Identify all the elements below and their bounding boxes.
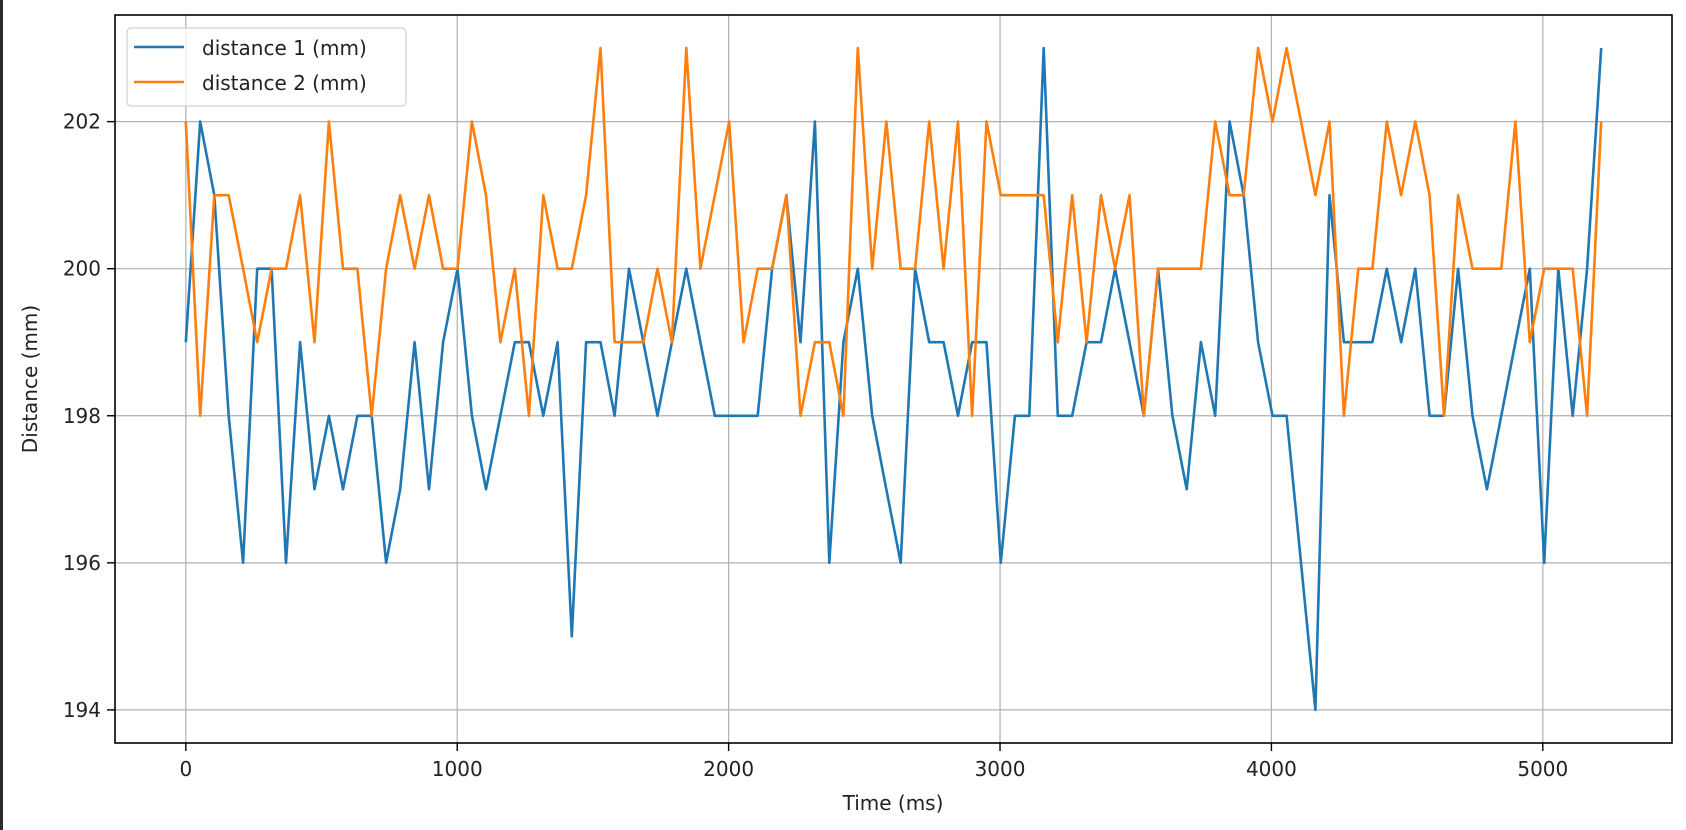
- y-tick-label: 194: [63, 698, 101, 722]
- y-tick-label: 196: [63, 551, 101, 575]
- y-tick-label: 200: [63, 257, 101, 281]
- y-axis-label: Distance (mm): [18, 305, 42, 453]
- x-tick-label: 4000: [1246, 757, 1297, 781]
- legend-label-distance-1: distance 1 (mm): [202, 36, 367, 60]
- x-tick-label: 0: [179, 757, 192, 781]
- window-edge: [0, 0, 3, 830]
- axis-ticks: 0 1000 2000 3000 4000 5000 194 196 198 200 202: [63, 110, 1568, 781]
- x-tick-label: 5000: [1517, 757, 1568, 781]
- series-line-distance-2: [184, 46, 1603, 418]
- axes-frame: [114, 14, 1673, 744]
- grid-lines: [115, 15, 1672, 743]
- series-line-distance-1: [184, 46, 1603, 712]
- y-tick-label: 198: [63, 404, 101, 428]
- x-tick-label: 3000: [975, 757, 1026, 781]
- y-tick-label: 202: [63, 110, 101, 134]
- x-axis-label: Time (ms): [842, 791, 944, 815]
- legend: distance 1 (mm) distance 2 (mm): [126, 27, 407, 107]
- series-lines: [184, 46, 1603, 712]
- legend-box: [126, 27, 407, 107]
- legend-label-distance-2: distance 2 (mm): [202, 71, 367, 95]
- x-tick-label: 2000: [703, 757, 754, 781]
- x-tick-label: 1000: [432, 757, 483, 781]
